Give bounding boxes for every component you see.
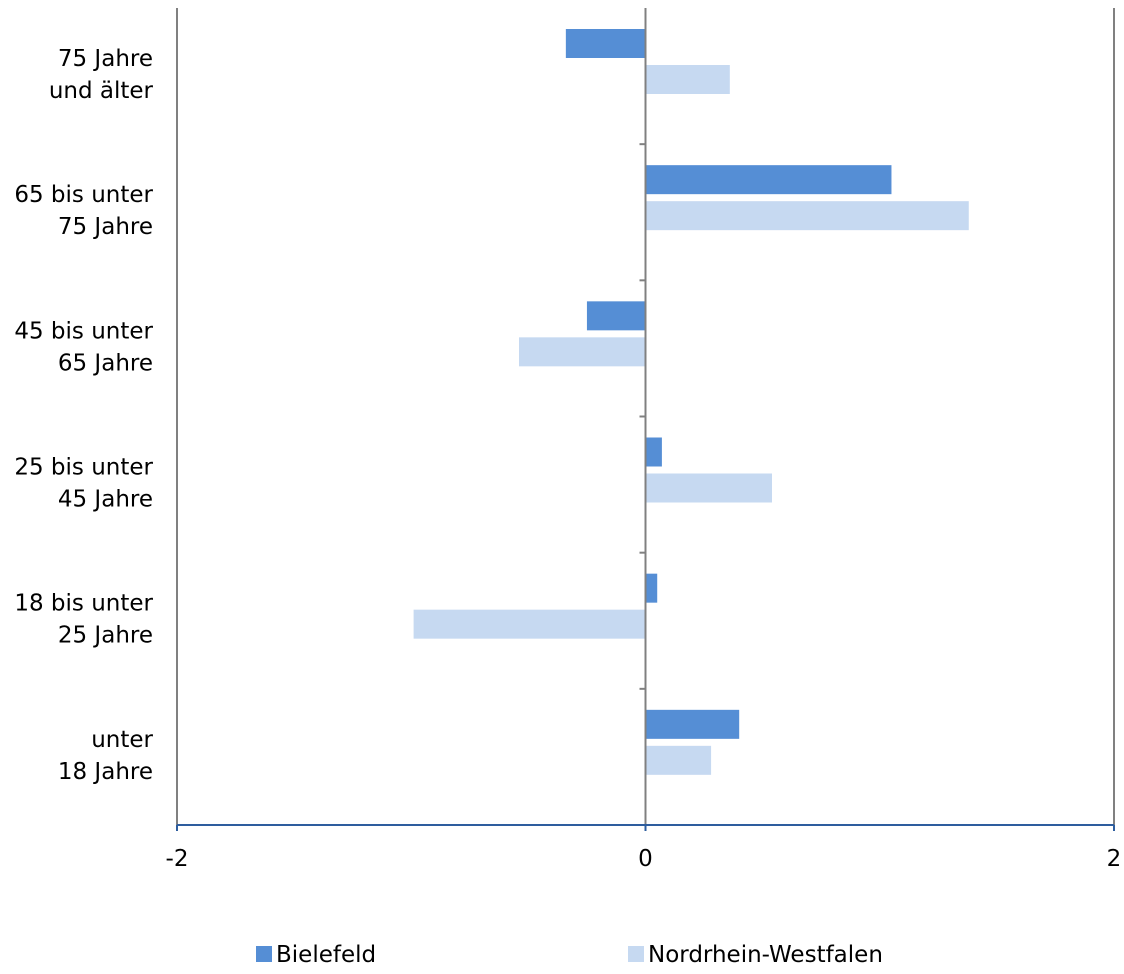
bar-nrw-4 <box>413 609 646 639</box>
bar-nrw-0 <box>645 65 730 94</box>
category-label-line: 18 Jahre <box>58 759 153 785</box>
category-label-line: und älter <box>49 78 154 104</box>
category-label: 18 bis unter 25 Jahre <box>14 591 153 649</box>
category-label: 25 bis unter 45 Jahre <box>14 455 153 513</box>
category-label: 75 Jahre und älter <box>49 46 154 104</box>
bar-nrw-3 <box>645 473 772 503</box>
category-label-line: 45 Jahre <box>58 487 153 513</box>
bar-nrw-5 <box>645 745 712 775</box>
category-label: 45 bis unter 65 Jahre <box>14 318 153 376</box>
legend-label-0: Bielefeld <box>276 942 376 968</box>
category-label-line: 65 bis unter <box>14 182 153 208</box>
legend-swatch-1 <box>628 946 644 962</box>
category-label-line: 45 bis unter <box>14 318 153 344</box>
category-label-line: 75 Jahre <box>58 46 153 72</box>
bar-bielefeld-4 <box>645 573 658 603</box>
category-label: unter 18 Jahre <box>58 727 154 785</box>
category-label-line: 65 Jahre <box>58 350 153 376</box>
bar-bielefeld-5 <box>645 709 740 739</box>
legend-swatch-0 <box>256 946 272 962</box>
category-label: 65 bis unter 75 Jahre <box>14 182 153 240</box>
bar-bielefeld-0 <box>565 29 646 58</box>
bar-nrw-2 <box>519 337 646 367</box>
bar-bielefeld-1 <box>645 165 892 195</box>
bar-bielefeld-2 <box>586 301 646 331</box>
category-label-line: 25 Jahre <box>58 623 153 649</box>
x-tick-label: -2 <box>166 846 189 872</box>
category-label-line: 18 bis unter <box>14 591 153 617</box>
bar-nrw-1 <box>645 201 969 231</box>
x-tick-label: 2 <box>1107 846 1122 872</box>
category-label-line: 25 bis unter <box>14 455 153 481</box>
x-tick-label: 0 <box>638 846 653 872</box>
legend-label-1: Nordrhein-Westfalen <box>648 942 883 968</box>
category-label-line: 75 Jahre <box>58 214 153 240</box>
category-label-line: unter <box>91 727 153 753</box>
bar-bielefeld-3 <box>645 437 662 467</box>
